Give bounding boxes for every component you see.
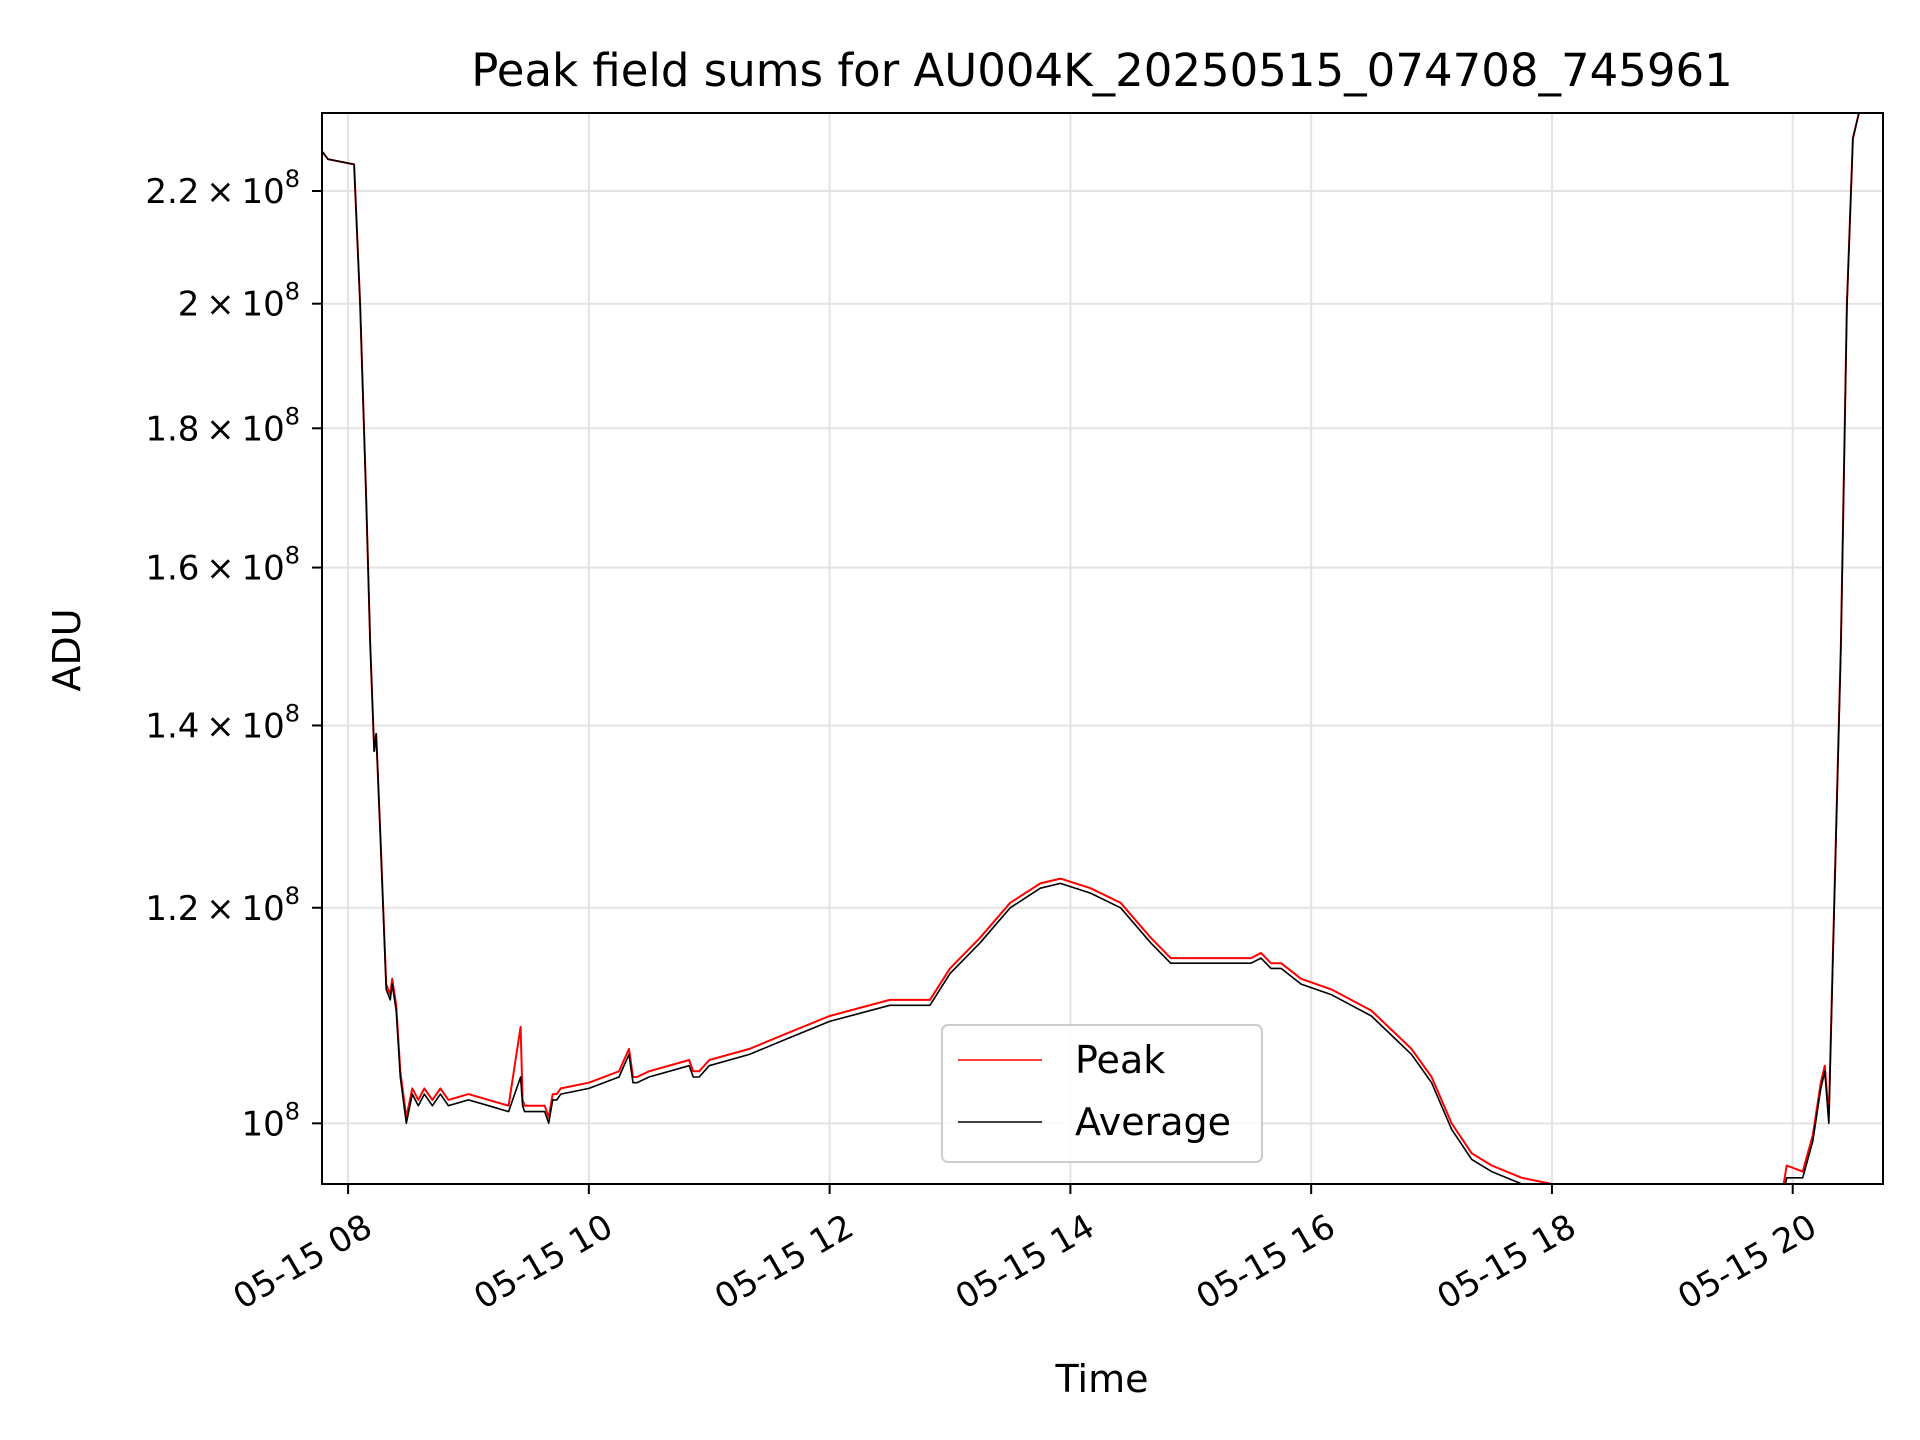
y-tick-label: 1.4 × 108 xyxy=(145,699,300,746)
x-axis-label: Time xyxy=(1055,1357,1149,1401)
y-tick-label: 2 × 108 xyxy=(178,278,300,325)
y-tick-label: 1.2 × 108 xyxy=(145,882,300,929)
y-axis: 108 1.2 × 108 1.4 × 108 1.6 × 108 1.8 × 108 2… xyxy=(145,165,322,1144)
y-tick-label: 2.2 × 108 xyxy=(145,165,300,212)
legend: Peak Average xyxy=(941,1024,1263,1163)
y-axis-label: ADU xyxy=(45,608,89,691)
grid xyxy=(322,113,1883,1184)
y-tick-label: 1.6 × 108 xyxy=(145,542,300,589)
series-line-peak xyxy=(322,113,1860,1184)
y-tick-label: 1.8 × 108 xyxy=(145,402,300,449)
legend-average-label: Average xyxy=(1075,1100,1231,1144)
series-line-average xyxy=(322,113,1860,1184)
legend-peak-label: Peak xyxy=(1075,1038,1165,1082)
series-layer xyxy=(322,113,1860,1184)
y-tick-label: 108 xyxy=(241,1097,300,1144)
chart-title: Peak field sums for AU004K_20250515_0747… xyxy=(471,44,1733,97)
plot-frame xyxy=(321,112,1884,1185)
